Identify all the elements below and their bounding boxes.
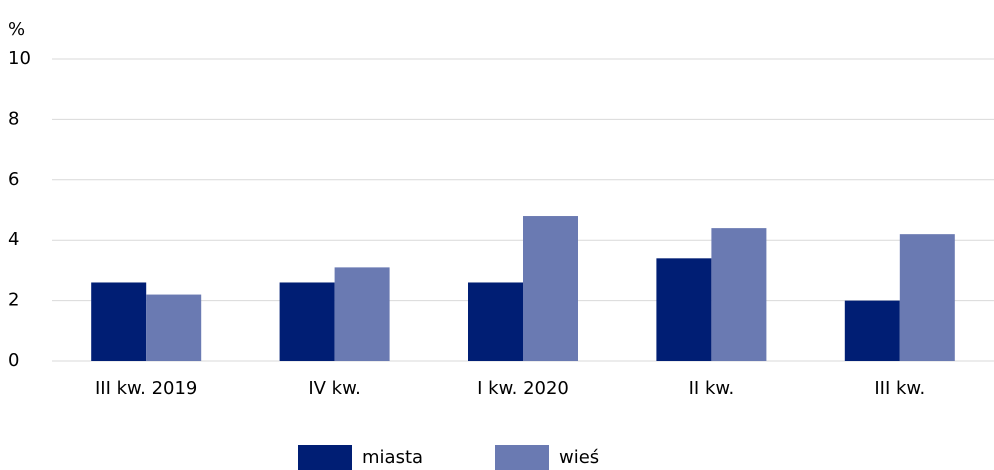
bar xyxy=(523,216,578,361)
bar xyxy=(279,282,335,361)
x-tick-label: III kw. 2019 xyxy=(95,378,197,399)
y-tick-label: 6 xyxy=(8,169,19,190)
legend-swatch xyxy=(298,445,352,470)
bar xyxy=(146,294,202,361)
legend-swatch xyxy=(495,445,549,470)
bar xyxy=(656,258,712,361)
y-tick-label: 0 xyxy=(8,350,19,371)
x-tick-label: III kw. xyxy=(874,378,925,399)
legend-label: wieś xyxy=(559,447,599,468)
y-tick-label: 8 xyxy=(8,108,19,129)
y-tick-label: 2 xyxy=(8,290,19,311)
y-tick-label: 4 xyxy=(8,229,19,250)
bar xyxy=(468,282,523,361)
bar xyxy=(844,300,900,361)
x-tick-label: I kw. 2020 xyxy=(477,378,569,399)
legend-label: miasta xyxy=(362,447,423,468)
bar xyxy=(711,228,767,361)
bar xyxy=(334,267,390,361)
x-tick-label: IV kw. xyxy=(308,378,361,399)
y-tick-label: 10 xyxy=(8,48,31,69)
y-axis-label: % xyxy=(8,19,25,40)
bar xyxy=(91,282,147,361)
bar xyxy=(899,234,955,361)
x-tick-label: II kw. xyxy=(689,378,735,399)
